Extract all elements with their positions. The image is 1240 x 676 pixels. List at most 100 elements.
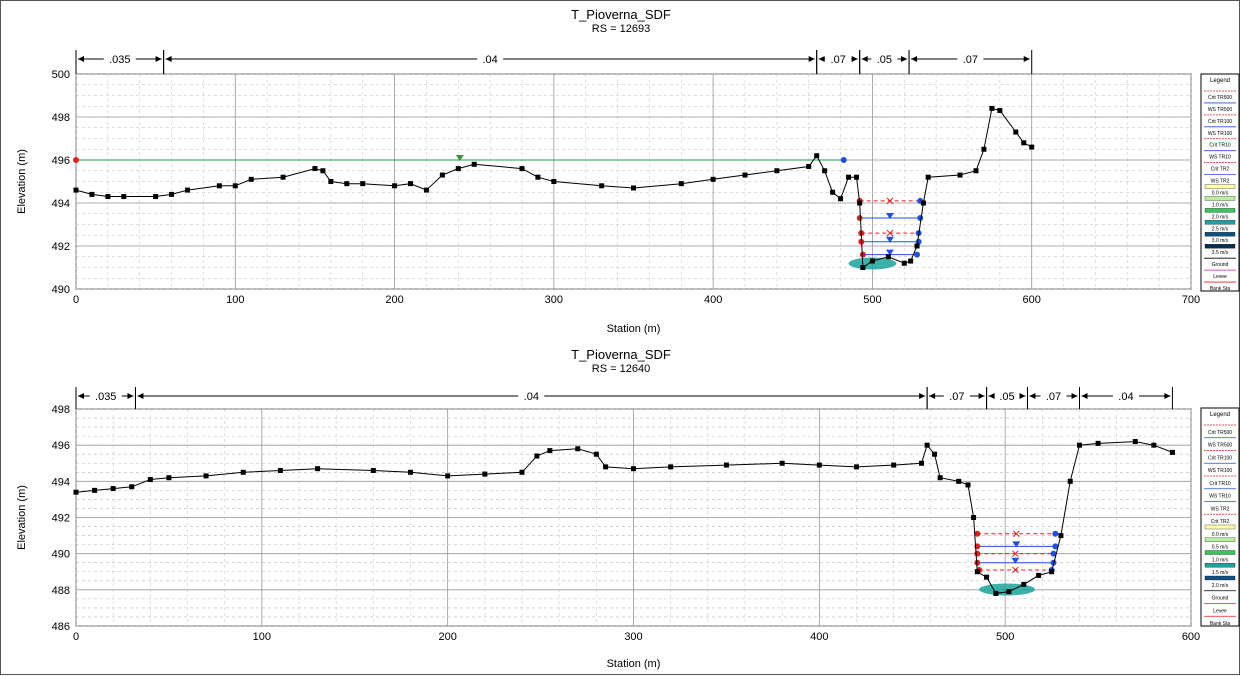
chart-1-x-tick-label: 200 xyxy=(385,294,403,306)
chart-1-ground-point-6 xyxy=(185,187,190,193)
chart-1-legend-item-9: 1.0 m/s xyxy=(1212,202,1229,208)
chart-1-ground-point-28 xyxy=(710,176,716,182)
chart-1-x-tick-label: 400 xyxy=(704,294,722,306)
chart-1-zone-arrowhead xyxy=(78,56,84,62)
chart-2-zone-arrowhead xyxy=(78,393,84,399)
chart-1-bank-marker xyxy=(73,157,79,163)
chart-2-ground-point-17 xyxy=(575,446,581,452)
chart-2-legend-title: Legend xyxy=(1210,412,1230,418)
chart-1-ground-point-35 xyxy=(838,196,844,202)
chart-1-ground-point-44 xyxy=(914,243,920,249)
chart-1-ground-point-10 xyxy=(280,174,286,180)
chart-2-y-tick-label: 494 xyxy=(52,476,70,488)
chart-2-series-marker-0 xyxy=(1012,530,1020,538)
chart-2-ground-point-27 xyxy=(919,460,925,466)
chart-1-ground-point-20 xyxy=(455,166,461,172)
chart-1-legend-item-12: 3.0 m/s xyxy=(1212,238,1229,244)
chart-1-legend-item-13: 3.5 m/s xyxy=(1212,250,1229,256)
chart-2-ground-point-41 xyxy=(1058,533,1064,539)
chart-2-legend-item-4: Crit TR10 xyxy=(1209,481,1231,487)
chart-2-ground-point-39 xyxy=(1036,572,1042,578)
chart-1-y-tick-label: 490 xyxy=(52,284,70,296)
chart-1-ground-point-18 xyxy=(423,187,429,193)
chart-1-x-tick-label: 100 xyxy=(226,294,244,306)
chart-1-ground-point-25 xyxy=(599,183,605,189)
chart-1-bank-marker xyxy=(840,157,847,163)
chart-1-bank-marker xyxy=(859,251,866,258)
chart-2-ground-point-35 xyxy=(984,574,990,580)
chart-1-y-tick-label: 500 xyxy=(52,69,70,81)
chart-2-zone-label-3: .05 xyxy=(999,391,1014,403)
chart-2-series-marker-4 xyxy=(1012,566,1019,574)
chart-2-ground-point-1 xyxy=(92,487,98,493)
chart-2-ground-point-25 xyxy=(854,464,859,470)
chart-1-zone-arrowhead xyxy=(911,56,918,62)
chart-1-x-tick-label: 600 xyxy=(1023,294,1041,306)
chart-1-zone-label-0: .035 xyxy=(109,54,130,66)
chart-2-zone-arrowhead xyxy=(1164,393,1171,399)
chart-1-ground-point-51 xyxy=(997,108,1003,114)
chart-1-legend-item-1: WS TR500 xyxy=(1208,107,1233,113)
chart-1-zone-arrowhead xyxy=(155,56,162,62)
chart-1-ground-point-30 xyxy=(774,168,780,174)
chart-2-ground-point-18 xyxy=(593,451,599,457)
chart-2-y-axis-label: Elevation (m) xyxy=(16,485,28,550)
chart-2-ground-point-44 xyxy=(1095,440,1101,446)
chart-1-series-marker-0 xyxy=(886,197,894,205)
chart-2-x-tick-label: 600 xyxy=(1182,631,1200,643)
chart-1-x-tick-label: 700 xyxy=(1182,294,1200,306)
chart-2-x-tick-label: 400 xyxy=(810,631,828,643)
chart-1-zone-arrowhead xyxy=(851,56,858,62)
chart-1-ground-point-13 xyxy=(328,179,334,184)
chart-1-legend-item-14: Ground xyxy=(1212,262,1229,268)
chart-1-ground-point-32 xyxy=(814,153,820,159)
chart-2-ground-point-24 xyxy=(816,462,822,468)
chart-1-bank-marker xyxy=(856,215,863,222)
chart-2-ground-point-19 xyxy=(603,464,609,470)
chart-2-x-tick-label: 200 xyxy=(438,631,456,643)
chart-2-zone-label-2: .07 xyxy=(949,391,964,403)
chart-2-zone-arrowhead xyxy=(137,393,144,399)
chart-2-ground-point-13 xyxy=(482,471,488,477)
chart-2-zone-arrowhead xyxy=(929,393,936,399)
chart-1-ground-point-21 xyxy=(471,161,477,167)
chart-1-ground-point-29 xyxy=(742,172,748,178)
chart-1-bank-marker xyxy=(914,251,921,258)
chart-1-legend-swatch-11 xyxy=(1204,220,1236,225)
chart-2-ground-point-4 xyxy=(147,477,153,483)
chart-2-legend-item-15: Bank Sta xyxy=(1210,621,1231,627)
chart-1-ground-point-49 xyxy=(981,146,987,152)
chart-2-ground-point-34 xyxy=(974,569,980,575)
chart-2-legend-item-10: 1.0 m/s xyxy=(1212,557,1229,563)
chart-1-legend-item-10: 2.0 m/s xyxy=(1212,214,1229,220)
chart-1-ground-point-1 xyxy=(89,191,95,197)
chart-1-ground-point-15 xyxy=(360,181,366,187)
chart-1-legend-item-8: 0.0 m/s xyxy=(1212,190,1229,196)
chart-1-ground-point-50 xyxy=(989,105,995,111)
chart-2-ground-point-43 xyxy=(1077,442,1082,448)
chart-1-ground-point-11 xyxy=(312,166,318,172)
chart-2-ground-point-6 xyxy=(203,473,209,479)
chart-1-zone-label-1: .04 xyxy=(482,54,497,66)
chart-1-ground-point-46 xyxy=(925,174,931,180)
chart-2-bank-marker xyxy=(974,550,981,557)
chart-1-ground-point-17 xyxy=(408,181,413,187)
chart-2-x-axis-label: Station (m) xyxy=(607,658,661,670)
chart-2-ground-point-28 xyxy=(924,442,930,448)
chart-2-ground-point-22 xyxy=(723,462,729,468)
chart-2-ground-point-45 xyxy=(1132,439,1138,445)
chart-1-subtitle: RS = 12693 xyxy=(591,23,651,35)
chart-2-subtitle: RS = 12640 xyxy=(591,363,651,375)
chart-2-zone-label-5: .04 xyxy=(1118,391,1133,403)
chart-2-ground-point-42 xyxy=(1067,478,1073,484)
chart-2-ground-point-21 xyxy=(668,464,674,470)
chart-1-zone-label-3: .05 xyxy=(877,54,892,66)
chart-1-ground-point-52 xyxy=(1013,129,1019,135)
chart-2-ground-point-15 xyxy=(534,453,540,459)
chart-1-ground-point-48 xyxy=(973,168,979,174)
chart-2-ground-point-2 xyxy=(110,486,116,492)
chart-2-ground-point-12 xyxy=(445,473,451,479)
chart-2-y-tick-label: 490 xyxy=(52,549,70,561)
chart-2-legend-item-7: Crit TR2 xyxy=(1211,519,1230,525)
